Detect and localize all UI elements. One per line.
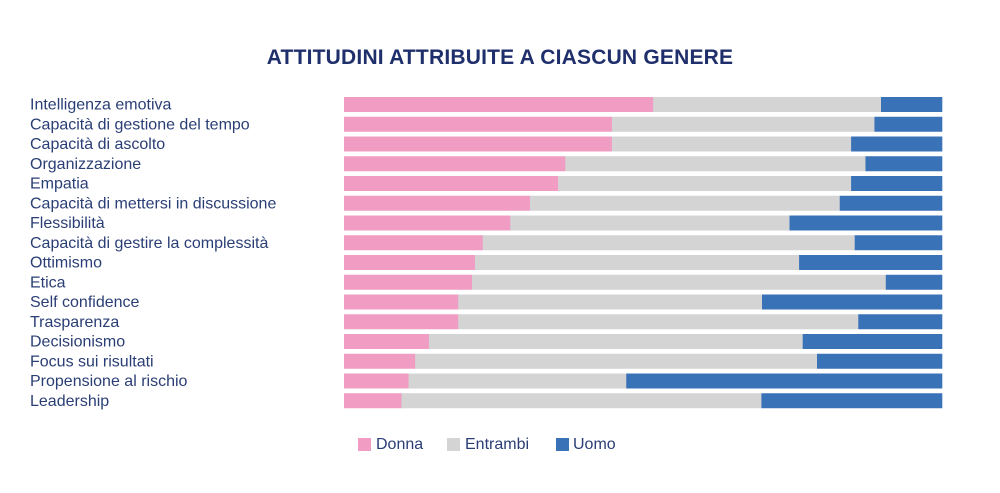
bar-segment-uomo [865,156,943,172]
bar-segment-uomo [789,215,943,231]
bar-segment-uomo [874,116,943,132]
bar-segment-uomo [851,176,943,191]
bar-segment-donna [344,215,511,231]
category-label: Leadership [30,393,109,410]
bar-segment-entrambi [653,97,882,112]
category-label: Trasparenza [30,314,119,331]
bar-segment-entrambi [415,353,818,369]
bar-segment-uomo [854,235,943,251]
bar-segment-uomo [626,373,943,389]
bar-segment-uomo [817,353,943,369]
chart-title: ATTITUDINI ATTRIBUITE A CIASCUN GENERE [266,46,734,69]
category-label: Focus sui risultati [30,353,154,370]
category-label: Flessibilità [30,215,105,232]
bar-segment-donna [344,176,559,191]
bar-segment-entrambi [458,314,859,330]
bar-segment-uomo [761,393,943,409]
category-label: Propensione al rischio [30,373,188,390]
legend-swatch-entrambi [447,438,460,451]
category-label: Organizzazione [30,156,141,173]
bar-segment-uomo [881,97,943,112]
bar-segment-donna [344,274,473,290]
bar-segment-entrambi [458,294,763,310]
bar-segment-uomo [885,274,943,290]
bar-segment-donna [344,116,613,132]
legend-swatch-donna [358,438,371,451]
category-label: Self confidence [30,294,140,311]
bar-segment-donna [344,235,484,251]
category-label: Capacità di gestione del tempo [30,116,250,133]
legend-label-entrambi: Entrambi [465,436,529,453]
legend-swatch-uomo [556,438,569,451]
bar-segment-uomo [802,334,943,349]
bar-segment-entrambi [428,334,803,349]
bar-segment-donna [344,195,531,211]
bar-segment-entrambi [529,195,841,211]
category-label: Capacità di ascolto [30,136,165,153]
bar-segment-donna [344,97,654,112]
category-label: Intelligenza emotiva [30,97,172,114]
bar-segment-entrambi [474,255,800,270]
bar-segment-donna [344,255,476,270]
bar-segment-uomo [851,136,943,152]
bar-segment-donna [344,373,409,389]
bar-segment-donna [344,294,459,310]
bar-segment-entrambi [565,156,866,172]
bar-segment-entrambi [408,373,627,389]
category-label: Capacità di mettersi in discussione [30,195,276,212]
category-label: Decisionismo [30,334,125,351]
bar-segment-uomo [839,195,943,211]
bar-segment-entrambi [558,176,852,191]
category-label: Etica [30,274,66,291]
category-label: Ottimismo [30,255,102,272]
bar-segment-entrambi [401,393,762,409]
bar-segment-donna [344,353,416,369]
category-label: Empatia [30,176,89,193]
bar-segment-donna [344,156,566,172]
bar-segment-uomo [799,255,943,270]
legend-label-uomo: Uomo [573,436,616,453]
bar-segment-entrambi [611,136,852,152]
category-label: Capacità di gestire la complessità [30,235,268,252]
bar-segment-donna [344,334,430,349]
bar-segment-donna [344,314,459,330]
bar-segment-donna [344,136,613,152]
bar-segment-entrambi [482,235,855,251]
bar-segment-uomo [762,294,943,310]
bar-segment-entrambi [611,116,875,132]
bar-segment-entrambi [471,274,887,290]
bar-segment-entrambi [510,215,790,231]
legend-label-donna: Donna [376,436,423,453]
bar-segment-donna [344,393,402,409]
bar-segment-uomo [858,314,943,330]
